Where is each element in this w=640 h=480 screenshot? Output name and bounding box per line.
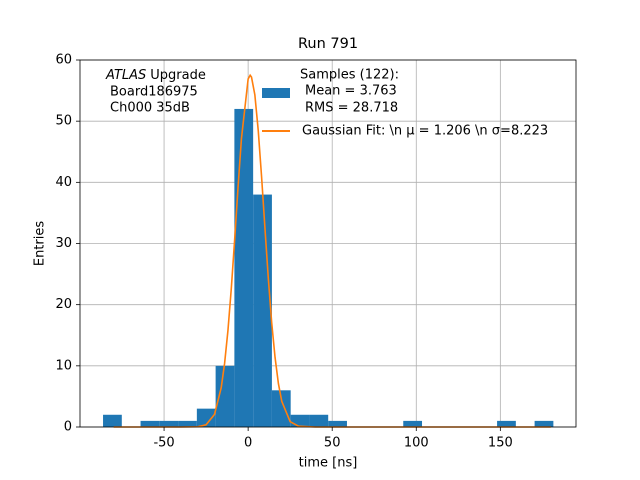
y-axis-label: Entries — [33, 221, 48, 267]
histogram-bar — [103, 414, 122, 427]
plot-area — [103, 73, 554, 428]
annotation: ATLAS Upgrade — [105, 68, 206, 83]
x-tick-label: -50 — [153, 436, 174, 451]
histogram-bar — [290, 414, 310, 427]
histogram-bar — [215, 365, 235, 427]
y-tick-label: 30 — [55, 236, 72, 251]
annotation-text: ATLAS — [105, 68, 146, 83]
legend: Samples (122): Mean = 3.763 RMS = 28.718… — [262, 68, 548, 139]
histogram-bar — [234, 108, 254, 427]
fit-line — [113, 73, 551, 428]
legend-patch — [262, 88, 290, 98]
x-axis-label: time [ns] — [299, 456, 358, 471]
histogram-bar — [196, 408, 216, 427]
histogram-bar — [403, 420, 423, 427]
legend-label: Gaussian Fit: \n μ = 1.206 \n σ=8.223 — [302, 124, 548, 139]
histogram-bar — [178, 420, 197, 427]
y-tick-label: 40 — [55, 175, 72, 190]
annotation-text: Board186975 — [110, 85, 198, 100]
histogram-bar — [159, 420, 179, 427]
annotation-text: Ch000 35dB — [110, 101, 190, 116]
histogram-bar — [534, 420, 554, 427]
y-tick-label: 60 — [55, 53, 72, 68]
x-tick-label: 0 — [244, 436, 252, 451]
annotation-text: Upgrade — [150, 68, 206, 83]
legend-label: Samples (122): — [300, 68, 399, 83]
histogram-bar — [497, 420, 516, 427]
histogram-bar — [271, 390, 291, 427]
x-tick-label: 150 — [488, 436, 513, 451]
x-tick-label: 100 — [404, 436, 429, 451]
histogram-bar — [309, 414, 329, 427]
legend-label: Mean = 3.763 — [305, 84, 397, 99]
y-tick-label: 10 — [55, 358, 72, 373]
legend-label: RMS = 28.718 — [305, 101, 398, 116]
y-tick-label: 50 — [55, 114, 72, 129]
y-tick-label: 20 — [55, 297, 72, 312]
histogram-bar — [328, 420, 347, 427]
histogram-bar — [253, 194, 272, 427]
histogram-bar — [140, 420, 160, 427]
chart-title: Run 791 — [298, 36, 358, 52]
x-tick-label: 50 — [324, 436, 341, 451]
y-tick-label: 0 — [64, 420, 72, 435]
